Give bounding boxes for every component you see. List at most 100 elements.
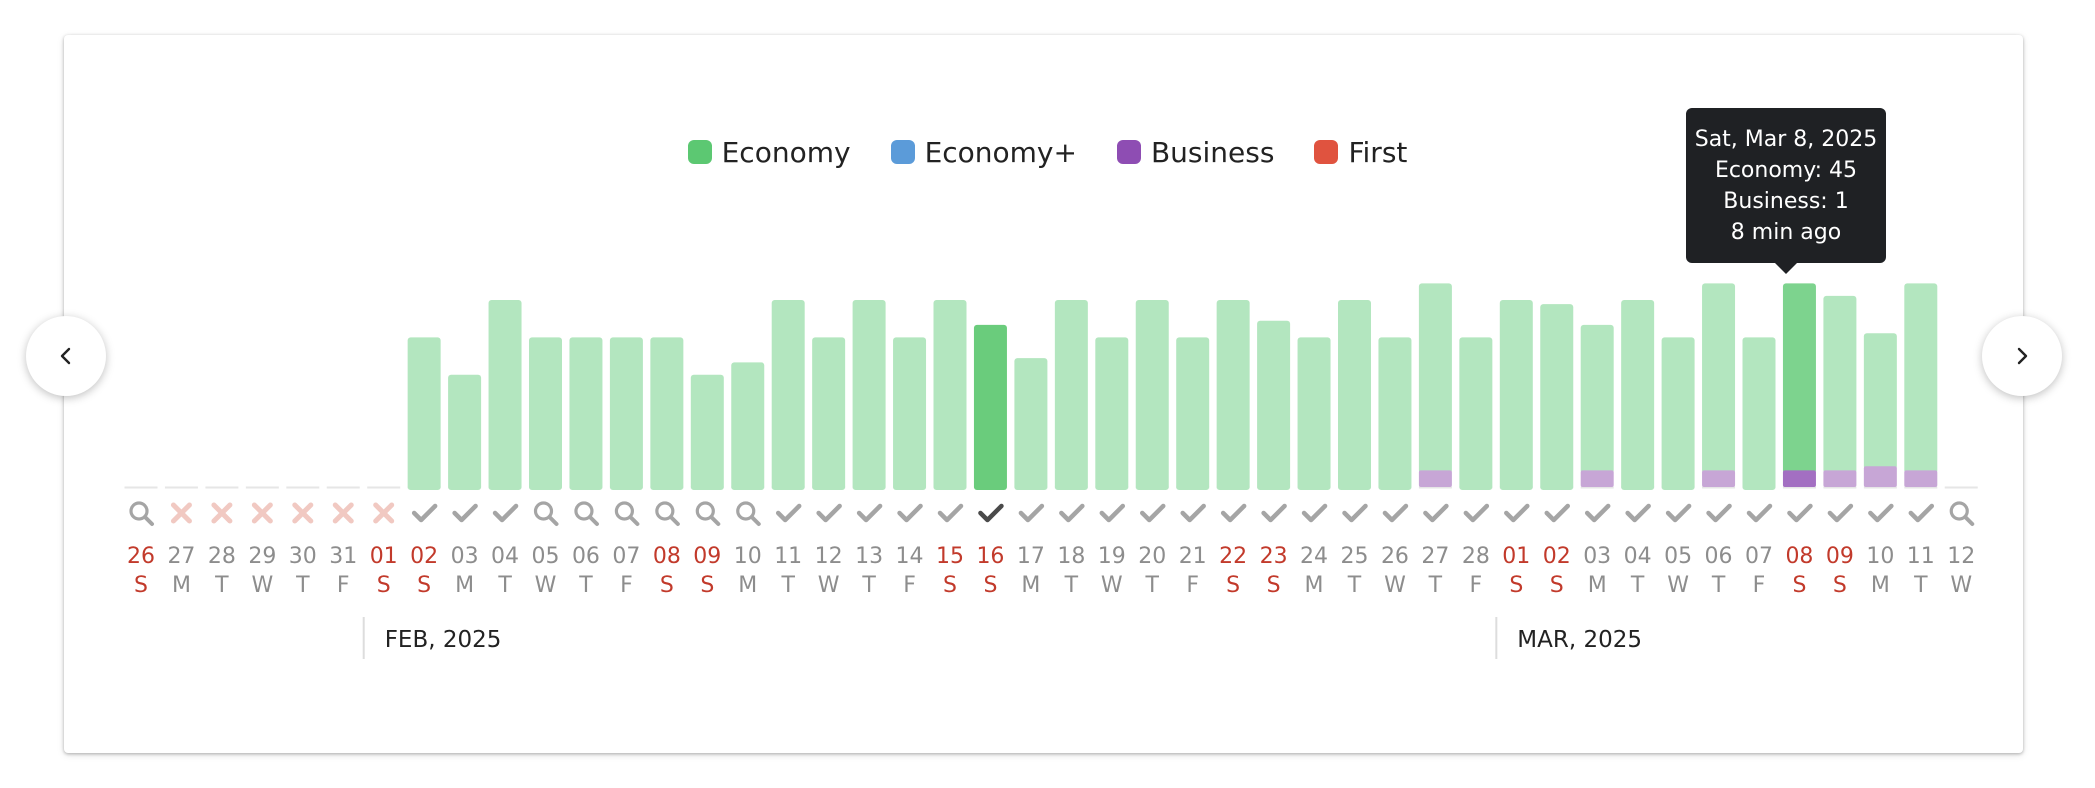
check-icon[interactable] (978, 503, 1004, 523)
bar-economy[interactable] (1338, 300, 1371, 490)
day-column[interactable]: 19 W (1095, 337, 1129, 598)
check-icon[interactable] (492, 503, 519, 523)
check-icon[interactable] (937, 503, 964, 523)
day-column[interactable]: 03 M (448, 374, 482, 598)
check-icon[interactable] (1584, 503, 1611, 523)
bar-economy[interactable] (1014, 358, 1048, 490)
day-column[interactable]: 08 S (650, 337, 684, 598)
check-icon[interactable] (1827, 503, 1854, 523)
check-icon[interactable] (1504, 503, 1530, 523)
bar-economy[interactable] (1823, 295, 1857, 474)
bar-economy[interactable] (731, 362, 765, 490)
search-icon[interactable] (614, 501, 640, 526)
check-icon[interactable] (1544, 503, 1570, 523)
check-icon[interactable] (1301, 503, 1328, 523)
bar-economy[interactable] (973, 324, 1007, 490)
day-column[interactable]: 02 S (1540, 304, 1574, 598)
bar-economy[interactable] (1257, 320, 1291, 490)
day-column[interactable]: 21 F (1176, 337, 1210, 598)
bar-economy[interactable] (1418, 283, 1452, 474)
check-icon[interactable] (1180, 503, 1206, 523)
bar-economy[interactable] (1904, 283, 1938, 474)
bar-economy[interactable] (1742, 337, 1776, 490)
day-column[interactable]: 05 W (529, 337, 562, 598)
day-column[interactable]: 08 S (1782, 283, 1816, 598)
search-icon[interactable] (736, 501, 761, 526)
search-icon[interactable] (655, 501, 680, 526)
search-icon[interactable] (574, 501, 599, 526)
day-column[interactable]: 26 S (124, 486, 158, 599)
day-column[interactable]: 05 W (1661, 337, 1695, 598)
check-icon[interactable] (897, 503, 923, 523)
bar-economy[interactable] (529, 337, 562, 490)
day-column[interactable]: 23 S (1257, 320, 1291, 598)
day-column[interactable]: 06 T (1702, 283, 1736, 598)
day-column[interactable]: 10 M (731, 362, 765, 598)
day-column[interactable]: 09 S (1823, 295, 1857, 598)
bar-economy[interactable] (1540, 304, 1574, 490)
search-icon[interactable] (533, 501, 559, 526)
check-icon[interactable] (1908, 503, 1935, 523)
next-button[interactable] (1982, 316, 2062, 396)
bar-economy[interactable] (609, 337, 643, 490)
bar-economy[interactable] (690, 374, 724, 490)
search-icon[interactable] (695, 501, 721, 526)
day-column[interactable]: 15 S (933, 300, 967, 598)
day-column[interactable]: 01 S (1499, 300, 1533, 598)
legend-item-first[interactable]: First (1314, 136, 1407, 169)
bar-economy[interactable] (1378, 337, 1412, 490)
check-icon[interactable] (1625, 503, 1651, 523)
check-icon[interactable] (1665, 503, 1692, 523)
day-column[interactable]: 29 W (245, 486, 279, 599)
bar-economy[interactable] (569, 337, 603, 490)
check-icon[interactable] (452, 503, 478, 523)
bar-economy[interactable] (1621, 300, 1655, 490)
check-icon[interactable] (1706, 503, 1732, 523)
check-icon[interactable] (1099, 503, 1126, 523)
bar-economy[interactable] (1216, 300, 1250, 490)
day-column[interactable]: 27 M (164, 486, 198, 599)
day-column[interactable]: 20 T (1135, 300, 1169, 598)
day-column[interactable]: 11 T (1904, 283, 1938, 598)
bar-economy[interactable] (1176, 337, 1210, 490)
check-icon[interactable] (856, 503, 883, 523)
bar-economy[interactable] (488, 300, 522, 490)
day-column[interactable]: 10 M (1863, 333, 1897, 598)
check-icon[interactable] (1059, 503, 1085, 523)
day-column[interactable]: 12 W (1944, 486, 1978, 599)
bar-economy[interactable] (1702, 283, 1736, 474)
check-icon[interactable] (1868, 503, 1894, 523)
bar-business[interactable] (1702, 470, 1736, 487)
day-column[interactable]: 01 S (367, 486, 401, 599)
bar-economy[interactable] (1580, 324, 1614, 474)
bar-economy[interactable] (771, 300, 805, 490)
bar-business[interactable] (1863, 466, 1897, 487)
day-column[interactable]: 07 F (609, 337, 643, 598)
bar-economy[interactable] (1054, 300, 1088, 490)
day-column[interactable]: 16 S (973, 324, 1007, 598)
bar-business[interactable] (1580, 470, 1614, 487)
bar-economy[interactable] (1863, 333, 1897, 470)
day-column[interactable]: 09 S (690, 374, 724, 598)
legend-item-economy-plus[interactable]: Economy+ (890, 136, 1077, 169)
day-column[interactable]: 26 W (1378, 337, 1412, 598)
day-column[interactable]: 11 T (771, 300, 805, 598)
bar-economy[interactable] (893, 337, 927, 490)
search-icon[interactable] (1949, 501, 1975, 526)
day-column[interactable]: 31 F (326, 486, 360, 599)
check-icon[interactable] (1018, 503, 1045, 523)
bar-economy[interactable] (448, 374, 482, 490)
day-column[interactable]: 03 M (1580, 324, 1614, 598)
search-icon[interactable] (129, 501, 154, 526)
legend-item-business[interactable]: Business (1116, 136, 1274, 169)
legend-item-economy[interactable]: Economy (687, 136, 851, 169)
bar-economy[interactable] (1135, 300, 1169, 490)
check-icon[interactable] (1463, 503, 1490, 523)
day-column[interactable]: 07 F (1742, 337, 1776, 598)
day-column[interactable]: 22 S (1216, 300, 1250, 598)
bar-economy[interactable] (812, 337, 846, 490)
day-column[interactable]: 02 S (407, 337, 441, 598)
day-column[interactable]: 28 F (1459, 337, 1493, 598)
check-icon[interactable] (775, 503, 802, 523)
day-column[interactable]: 24 M (1297, 337, 1331, 598)
